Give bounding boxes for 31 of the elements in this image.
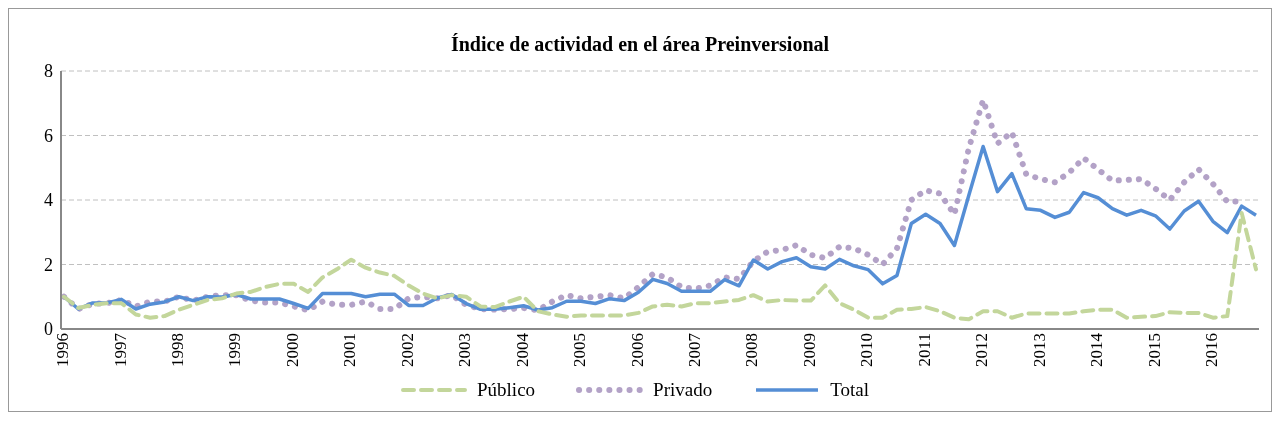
- legend-label: Público: [477, 379, 536, 401]
- x-tick-label: 2004: [512, 332, 532, 367]
- legend-label: Total: [830, 379, 869, 401]
- legend-label: Privado: [653, 379, 713, 401]
- x-tick-label: 2001: [340, 333, 360, 367]
- x-tick-label: 1999: [225, 333, 245, 367]
- x-tick-label: 2003: [455, 333, 475, 367]
- x-tick-label: 2014: [1087, 332, 1107, 367]
- x-tick-label: 2006: [627, 333, 647, 367]
- x-tick-label: 2015: [1144, 333, 1164, 367]
- x-tick-label: 2013: [1029, 333, 1049, 367]
- x-tick-label: 2005: [570, 333, 590, 367]
- x-tick-label: 2000: [282, 333, 302, 367]
- chart-title: Índice de actividad en el área Preinversional: [449, 33, 831, 57]
- x-tick-label: 2008: [742, 333, 762, 367]
- line-series: [62, 210, 1258, 322]
- x-tick-label: 1997: [110, 332, 130, 367]
- x-tick-label: 2016: [1201, 333, 1221, 367]
- x-tick-label: 2011: [914, 333, 934, 367]
- x-tick-label: 2012: [972, 333, 992, 367]
- y-tick-label: 2: [44, 254, 53, 275]
- y-tick-label: 0: [44, 319, 53, 340]
- x-tick-label: 1998: [167, 333, 187, 367]
- y-tick-label: 8: [44, 61, 53, 82]
- x-tick-label: 2002: [397, 333, 417, 367]
- x-tick-label: 2009: [799, 333, 819, 367]
- x-tick-label: 2010: [857, 333, 877, 367]
- x-tick-label: 1996: [53, 333, 73, 367]
- x-tick-label: 2007: [684, 332, 704, 367]
- y-tick-label: 6: [44, 125, 53, 146]
- y-tick-label: 4: [44, 190, 53, 211]
